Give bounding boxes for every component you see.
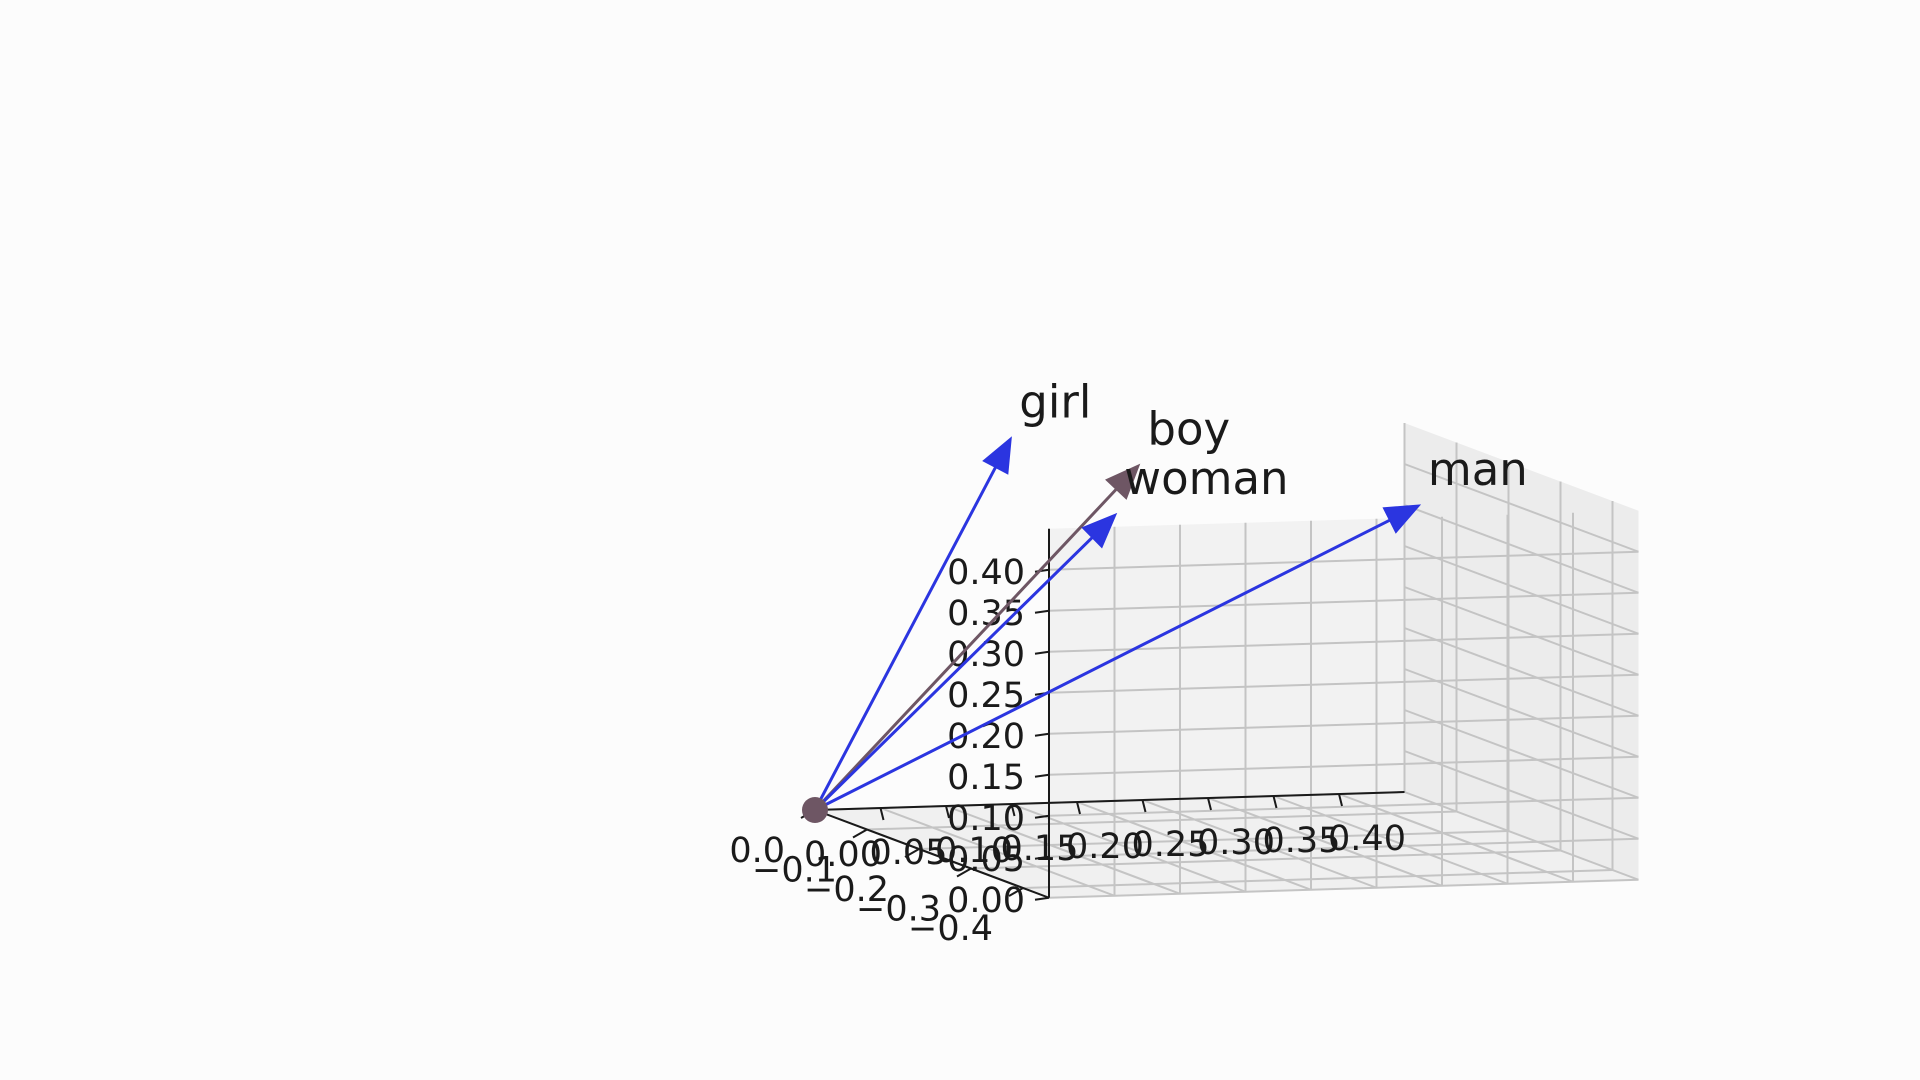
x-tick [1141, 799, 1147, 813]
grid-line [1273, 795, 1508, 885]
y-tick-label: −0.3 [856, 890, 941, 930]
x-tick [1207, 797, 1212, 811]
grid-line [1011, 803, 1246, 893]
grid-line [1404, 545, 1639, 635]
z-tick-label: 0.05 [947, 840, 1025, 880]
y-tick-label: −0.4 [908, 909, 993, 949]
grid-line [1404, 709, 1639, 799]
grid-line [1404, 504, 1639, 594]
z-tick [1034, 855, 1050, 860]
vector-label-man: man [1428, 443, 1528, 496]
y-tick-label: −0.2 [804, 870, 889, 910]
y-tick [956, 867, 972, 878]
x-tick-label: 0.30 [1197, 823, 1275, 863]
x-tick-label: 0.10 [935, 831, 1013, 871]
grid-line [1048, 837, 1639, 858]
vector-shaft-man [814, 518, 1391, 812]
vector-label-boy: boy [1147, 403, 1230, 456]
grid-line [1048, 878, 1639, 899]
z-tick-label: 0.40 [947, 553, 1025, 593]
origin-marker [802, 797, 828, 823]
x-tick-label: 0.00 [804, 835, 882, 875]
x-tick [945, 805, 950, 819]
z-tick [1034, 896, 1050, 901]
grid-line [1404, 791, 1639, 881]
y-tick-label: −0.1 [752, 851, 837, 891]
y-tick [1008, 887, 1024, 897]
grid-line [1338, 793, 1574, 883]
grid-line [1048, 755, 1639, 776]
vector-shaft-boy [813, 488, 1118, 812]
vector-head-girl [982, 436, 1012, 475]
grid-line [1048, 632, 1639, 653]
x-tick-label: 0.20 [1066, 827, 1144, 867]
y-tick [904, 848, 920, 858]
floor-pane [815, 792, 1639, 898]
z-tick-label: 0.00 [947, 881, 1025, 921]
x-tick [879, 807, 885, 821]
axis-lines [814, 528, 1405, 899]
vector-head-boy [1105, 463, 1141, 500]
z-tick-label: 0.15 [947, 758, 1025, 798]
z-tick [1034, 609, 1050, 614]
grid-line [1404, 668, 1639, 758]
x-tick [1272, 795, 1278, 809]
vector-head-woman [1081, 512, 1118, 549]
z-tick-label: 0.10 [947, 799, 1025, 839]
grid-line [1048, 550, 1639, 571]
vector-shaft-girl [813, 466, 997, 811]
y-axis-line [814, 809, 1050, 899]
grid-line [1207, 797, 1443, 887]
grid-line [880, 807, 1115, 897]
grid-line [1404, 586, 1639, 676]
grid-line [1404, 750, 1639, 840]
grid-line [970, 849, 1561, 870]
z-tick [1034, 650, 1050, 655]
vector-label-woman: woman [1124, 452, 1288, 505]
grid-line [1048, 673, 1639, 694]
grid-line [1048, 591, 1639, 612]
y-tick-label: 0.0 [729, 831, 785, 871]
right-pane [1404, 423, 1639, 880]
x-tick [1338, 793, 1343, 807]
vectors [802, 436, 1422, 823]
grid-line [1076, 801, 1312, 891]
grid-line [918, 830, 1509, 850]
vector-shaft-woman [813, 536, 1094, 812]
x-tick-label: 0.05 [870, 833, 948, 873]
grid-line [866, 810, 1457, 831]
grid-line [1404, 463, 1639, 553]
grid-line [1048, 714, 1639, 735]
tick-marks [800, 568, 1343, 901]
grid-line [945, 805, 1181, 895]
vector-label-girl: girl [1019, 375, 1091, 428]
z-tick [1034, 814, 1050, 819]
grid-line [1022, 869, 1613, 889]
x-axis-line [814, 791, 1405, 811]
tick-labels: 0.000.050.100.150.200.250.300.350.400.00… [729, 553, 1406, 949]
x-tick-label: 0.25 [1132, 825, 1210, 865]
grid-line [1048, 796, 1639, 817]
vector-head-man [1382, 504, 1422, 534]
y-tick [852, 828, 868, 839]
x-tick [1076, 801, 1081, 815]
x-tick-label: 0.15 [1001, 829, 1079, 869]
z-tick [1034, 732, 1050, 737]
axis-panes [815, 423, 1639, 898]
z-tick [1034, 773, 1050, 778]
x-tick [1010, 803, 1016, 817]
x-tick-label: 0.35 [1263, 821, 1341, 861]
grid-line [1142, 799, 1377, 889]
x-tick-label: 0.40 [1328, 819, 1406, 859]
grid-line [1404, 627, 1639, 717]
